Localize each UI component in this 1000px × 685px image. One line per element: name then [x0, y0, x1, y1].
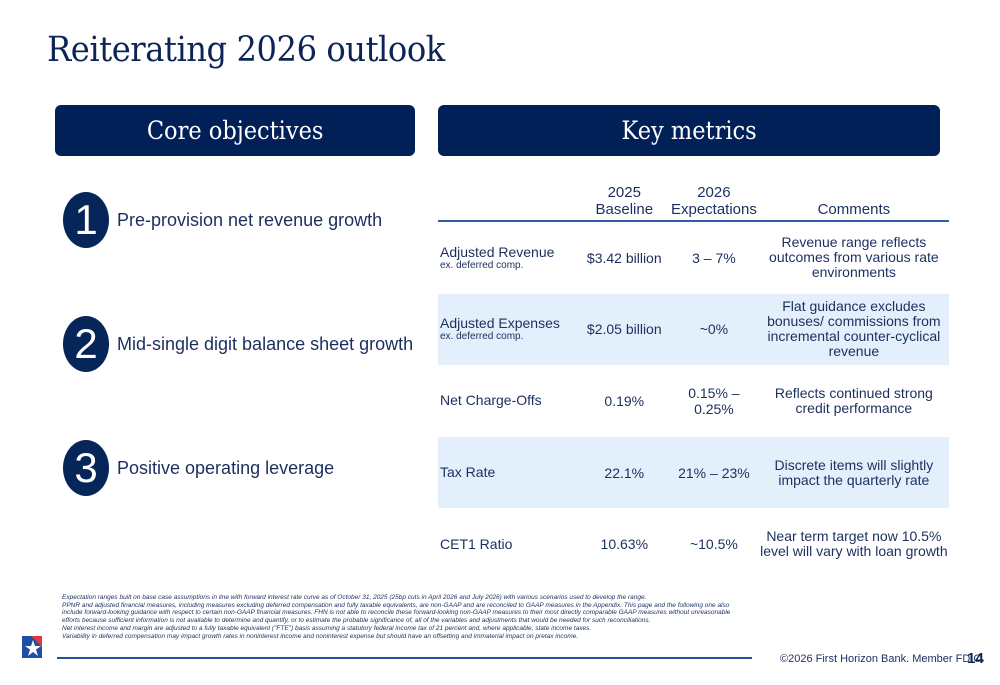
- metric-name: Adjusted Expenses: [440, 315, 560, 332]
- objective-number-badge: 2: [63, 316, 109, 372]
- expectation-cell: ~10.5%: [689, 536, 738, 553]
- metric-name: Adjusted Revenue: [440, 243, 555, 260]
- table-row: Adjusted Expenses ex. deferred comp. $2.…: [438, 293, 949, 366]
- baseline-cell: 0.19%: [604, 392, 645, 409]
- header-expectations: 2026 Expectations: [669, 184, 759, 218]
- metric-name: Tax Rate: [440, 464, 496, 481]
- metric-cell: Net Charge-Offs: [438, 393, 579, 408]
- comment-cell: Discrete items will slightly impact the …: [774, 456, 934, 488]
- footnote-line: PPNR and adjusted financial measures, in…: [62, 601, 730, 609]
- expectation-cell: 3 – 7%: [692, 249, 736, 266]
- header-comments: Comments: [817, 201, 891, 218]
- objective-item: 2 Mid-single digit balance sheet growth: [63, 316, 413, 372]
- objective-text: Pre-provision net revenue growth: [117, 209, 383, 230]
- footnote-line: Net interest income and margin are adjus…: [62, 624, 592, 632]
- footnote-line: efforts because sufficient information i…: [62, 617, 651, 625]
- comment-cell: Near term target now 10.5% level will va…: [760, 528, 948, 560]
- objective-text: Positive operating leverage: [117, 457, 335, 478]
- comment-cell: Revenue range reflects outcomes from var…: [769, 234, 939, 281]
- metric-name: CET1 Ratio: [440, 535, 513, 552]
- footnote-line: Expectation ranges built on base case as…: [62, 594, 647, 601]
- metric-cell: Adjusted Revenue ex. deferred comp.: [438, 243, 579, 271]
- key-metrics-banner: Key metrics: [438, 105, 940, 156]
- comment-cell: Flat guidance excludes bonuses/ commissi…: [767, 298, 941, 360]
- expectation-cell: 0.15% – 0.25%: [688, 384, 740, 417]
- objective-number-badge: 1: [63, 192, 109, 248]
- header-expectations-year: 2026: [697, 184, 731, 201]
- metric-cell: CET1 Ratio: [438, 535, 579, 552]
- objective-number-badge: 3: [63, 440, 109, 496]
- header-baseline-year: 2025: [607, 184, 641, 201]
- header-expectations-label: Expectations: [670, 201, 757, 218]
- footnotes: Expectation ranges built on base case as…: [62, 594, 762, 640]
- baseline-cell: $2.05 billion: [586, 321, 662, 338]
- footer-divider: [57, 657, 752, 659]
- page-number: 14: [967, 650, 984, 667]
- core-objectives-heading: Core objectives: [146, 116, 324, 145]
- core-objectives-banner: Core objectives: [55, 105, 415, 156]
- objective-text: Mid-single digit balance sheet growth: [117, 333, 414, 354]
- expectation-cell: 21% – 23%: [678, 464, 750, 481]
- table-row: Tax Rate 22.1% 21% – 23% Discrete items …: [438, 436, 949, 509]
- page-title: Reiterating 2026 outlook: [47, 30, 445, 70]
- metric-cell: Adjusted Expenses ex. deferred comp.: [438, 315, 579, 343]
- metric-subtitle: ex. deferred comp.: [440, 331, 524, 343]
- metric-name: Net Charge-Offs: [440, 392, 542, 409]
- copyright-text: ©2026 First Horizon Bank. Member FDIC.: [780, 653, 985, 665]
- table-row: Net Charge-Offs 0.19% 0.15% – 0.25% Refl…: [438, 365, 949, 437]
- metric-subtitle: ex. deferred comp.: [440, 259, 524, 271]
- baseline-cell: 22.1%: [604, 464, 645, 481]
- key-metrics-heading: Key metrics: [621, 116, 757, 145]
- expectation-cell: ~0%: [699, 321, 729, 338]
- footnote-line: include forward-looking guidance with re…: [62, 609, 731, 617]
- first-horizon-logo-icon: [22, 636, 42, 658]
- objective-item: 3 Positive operating leverage: [63, 440, 334, 496]
- key-metrics-table: 2025 Baseline 2026 Expectations Comments…: [438, 180, 949, 580]
- baseline-cell: $3.42 billion: [586, 249, 662, 266]
- objective-item: 1 Pre-provision net revenue growth: [63, 192, 382, 248]
- table-row: CET1 Ratio 10.63% ~10.5% Near term targe…: [438, 508, 949, 580]
- comment-cell: Reflects continued strong credit perform…: [774, 384, 933, 416]
- header-baseline-label: Baseline: [595, 201, 654, 218]
- baseline-cell: 10.63%: [600, 536, 649, 553]
- footnote-line: Variability in deferred compensation may…: [62, 632, 579, 640]
- metric-cell: Tax Rate: [438, 465, 579, 480]
- header-baseline: 2025 Baseline: [579, 184, 669, 218]
- table-row: Adjusted Revenue ex. deferred comp. $3.4…: [438, 222, 949, 294]
- table-header: 2025 Baseline 2026 Expectations Comments: [438, 180, 949, 222]
